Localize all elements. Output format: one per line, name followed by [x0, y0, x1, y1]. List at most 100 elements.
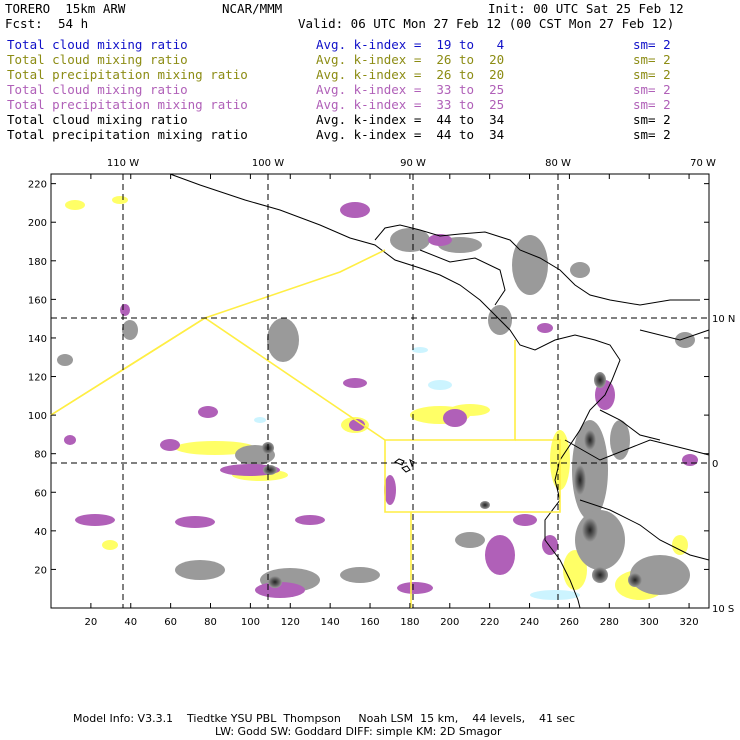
cloud-gray [570, 262, 590, 278]
legend-row: Total precipitation mixing ratio Avg. k-i… [0, 127, 740, 142]
legend-field: Total precipitation mixing ratio [7, 97, 248, 112]
legend-field: Total cloud mixing ratio [7, 112, 188, 127]
cloud-yellow [563, 550, 587, 590]
cloud-cyan [412, 347, 428, 353]
legend-sm: sm= 2 [633, 82, 671, 97]
cloud-gray [390, 228, 430, 252]
cloud-gray [267, 318, 299, 362]
cloud-core [584, 430, 596, 450]
lat-label: 0 [712, 459, 718, 470]
legend-sm: sm= 2 [633, 127, 671, 142]
latitude-labels: 10 N 0 10 S [712, 314, 735, 615]
x-tick-label: 100 [241, 617, 260, 628]
x-tick-label: 40 [124, 617, 137, 628]
model-info: Model Info: V3.3.1 Tiedtke YSU PBL Thomp… [73, 712, 576, 725]
cloud-purple [485, 535, 515, 575]
cloud-gray [340, 567, 380, 583]
y-tick-label: 60 [34, 488, 47, 499]
legend-row: Total precipitation mixing ratio Avg. k-i… [0, 67, 740, 82]
x-tick-label: 180 [400, 617, 419, 628]
valid-time: Valid: 06 UTC Mon 27 Feb 12 (00 CST Mon … [298, 16, 675, 31]
legend-kindex: Avg. k-index = 26 to 20 [316, 67, 505, 82]
cloud-purple [175, 516, 215, 528]
y-tick-label: 40 [34, 527, 47, 538]
longitude-labels: 110 W 100 W 90 W 80 W 70 W [107, 158, 716, 169]
lon-label: 100 W [252, 158, 284, 169]
model-title: TORERO 15km ARW [5, 1, 126, 16]
lat-lon-grid [51, 174, 709, 608]
cloud-purple [682, 454, 698, 466]
cloud-core [592, 567, 608, 583]
init-time: Init: 00 UTC Sat 25 Feb 12 [488, 1, 684, 16]
x-tick-label: 320 [680, 617, 699, 628]
y-tick-label: 80 [34, 450, 47, 461]
cloud-purple [160, 439, 180, 451]
x-tick-label: 120 [281, 617, 300, 628]
lon-label: 90 W [400, 158, 426, 169]
legend-sm: sm= 2 [633, 112, 671, 127]
legend-sm: sm= 2 [633, 97, 671, 112]
cloud-core [594, 372, 606, 388]
cloud-core [268, 576, 282, 588]
boundary-line [384, 439, 561, 513]
x-tick-label: 140 [321, 617, 340, 628]
y-tick-label: 100 [28, 411, 47, 422]
cloud-core [574, 465, 586, 495]
cloud-purple [120, 304, 130, 316]
cloud-cyan [428, 380, 452, 390]
x-tick-label: 20 [85, 617, 98, 628]
cloud-purple [295, 515, 325, 525]
cloud-purple [384, 475, 396, 505]
cloud-gray [57, 354, 73, 366]
cloud-core [628, 573, 642, 587]
x-tick-label: 200 [440, 617, 459, 628]
cloud-purple [340, 202, 370, 218]
legend-sm: sm= 2 [633, 52, 671, 67]
y-tick-label: 200 [28, 218, 47, 229]
y-tick-label: 160 [28, 295, 47, 306]
lon-label: 80 W [545, 158, 571, 169]
legend-kindex: Avg. k-index = 33 to 25 [316, 82, 505, 97]
border-central-america [419, 249, 506, 306]
legend-row: Total cloud mixing ratio Avg. k-index = 3… [0, 82, 740, 97]
cloud-purple [428, 234, 452, 246]
legend-kindex: Avg. k-index = 44 to 34 [316, 112, 505, 127]
fcst-value: 54 h [58, 16, 89, 31]
cloud-cyan [254, 417, 266, 423]
cloud-purple [343, 378, 367, 388]
legend-kindex: Avg. k-index = 44 to 34 [316, 127, 505, 142]
border-ecuador [599, 409, 661, 441]
cloud-yellow [175, 441, 255, 455]
legend-sm: sm= 2 [633, 67, 671, 82]
legend-kindex: Avg. k-index = 19 to 4 [316, 37, 505, 52]
legend-sm: sm= 2 [633, 37, 671, 52]
border-south-america-2 [579, 499, 710, 561]
cloud-purple [443, 409, 467, 427]
cloud-yellow [112, 196, 128, 204]
legend-field: Total precipitation mixing ratio [7, 67, 248, 82]
y-tick-label: 20 [34, 565, 47, 576]
x-tick-label: 280 [600, 617, 619, 628]
cloud-gray [175, 560, 225, 580]
cloud-purple [397, 582, 433, 594]
x-tick-label: 220 [480, 617, 499, 628]
cloud-yellow [102, 540, 118, 550]
y-axis: 20 40 60 80 100 120 140 160 180 200 220 [28, 180, 709, 576]
y-tick-label: 140 [28, 334, 47, 345]
cloud-gray [610, 420, 630, 460]
cloud-gray [572, 420, 608, 520]
legend-kindex: Avg. k-index = 33 to 25 [316, 97, 505, 112]
x-tick-label: 240 [520, 617, 539, 628]
x-tick-label: 60 [164, 617, 177, 628]
x-tick-label: 300 [640, 617, 659, 628]
legend-row: Total cloud mixing ratio Avg. k-index = 1… [0, 37, 740, 52]
legend-row: Total precipitation mixing ratio Avg. k-i… [0, 97, 740, 112]
cloud-yellow [672, 535, 688, 555]
cloud-core [480, 501, 490, 509]
cloud-field [57, 196, 698, 600]
legend-field: Total cloud mixing ratio [7, 52, 188, 67]
y-tick-label: 120 [28, 373, 47, 384]
legend-row: Total cloud mixing ratio Avg. k-index = 2… [0, 52, 740, 67]
x-tick-label: 160 [360, 617, 379, 628]
